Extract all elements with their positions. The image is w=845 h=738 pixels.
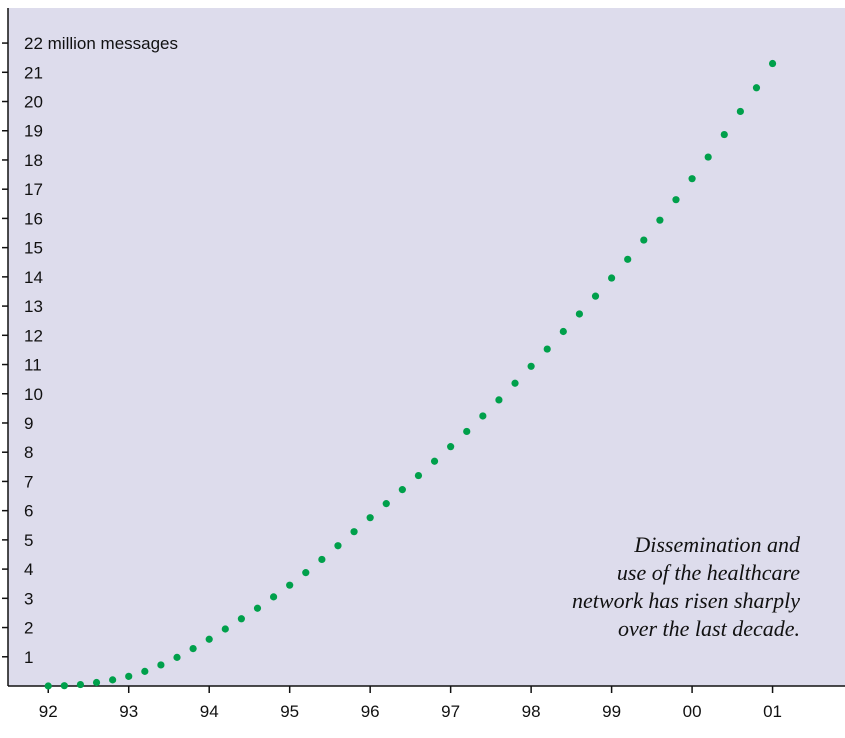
x-tick-label: 92 [39, 702, 58, 721]
data-point [334, 542, 342, 550]
x-tick-label: 93 [119, 702, 138, 721]
y-tick-label: 19 [24, 122, 43, 141]
y-tick-label: 1 [24, 648, 33, 667]
y-tick-label: 3 [24, 589, 33, 608]
annotation-line-4: over the last decade. [618, 616, 800, 641]
data-point [221, 625, 229, 633]
x-tick-label: 94 [200, 702, 219, 721]
data-point [527, 362, 535, 370]
y-tick-label: 8 [24, 443, 33, 462]
y-tick-label: 4 [24, 560, 33, 579]
data-point [479, 412, 487, 420]
data-point [76, 680, 85, 689]
annotation-line-3: network has risen sharply [572, 588, 800, 613]
y-tick-label: 22 million messages [24, 34, 178, 53]
y-tick-label: 12 [24, 326, 43, 345]
data-point [752, 84, 761, 92]
y-tick-label: 10 [24, 385, 43, 404]
data-point [430, 457, 439, 465]
y-tick-label: 18 [24, 151, 43, 170]
data-point [366, 514, 374, 522]
data-point [414, 471, 423, 480]
data-point [704, 153, 712, 161]
y-tick-label: 5 [24, 531, 33, 550]
data-point [205, 635, 213, 643]
y-tick-label: 7 [24, 472, 33, 491]
data-point [60, 682, 68, 690]
y-tick-label: 6 [24, 502, 33, 521]
data-point [173, 653, 181, 661]
x-tick-label: 97 [441, 702, 460, 721]
x-tick-label: 99 [602, 702, 621, 721]
data-point [109, 676, 117, 684]
x-tick-label: 95 [280, 702, 299, 721]
data-point [302, 569, 310, 577]
data-point [157, 661, 165, 669]
data-point [591, 292, 600, 300]
data-point [720, 130, 728, 139]
data-point [624, 255, 632, 263]
data-point [575, 310, 584, 318]
data-point [237, 615, 245, 623]
data-point [608, 274, 616, 282]
data-point [125, 672, 133, 680]
annotation-line-1: Dissemination and [633, 532, 801, 557]
data-point [656, 216, 664, 224]
y-tick-label: 16 [24, 209, 43, 228]
data-point [495, 396, 503, 404]
y-tick-label: 14 [24, 268, 43, 287]
data-point [382, 500, 390, 508]
y-tick-label: 11 [24, 356, 42, 375]
data-point [92, 678, 101, 687]
data-point [253, 604, 262, 612]
y-tick-label: 15 [24, 239, 43, 258]
y-tick-label: 13 [24, 297, 43, 316]
y-tick-label: 9 [24, 414, 33, 433]
plot-area [8, 8, 845, 686]
data-point [286, 581, 294, 589]
data-point [768, 59, 777, 68]
data-point [672, 196, 680, 204]
data-point [269, 593, 278, 601]
x-tick-label: 96 [361, 702, 380, 721]
data-point [141, 667, 149, 675]
data-point [398, 486, 406, 494]
data-point [688, 175, 696, 183]
data-point [463, 427, 471, 436]
data-point [189, 644, 197, 653]
x-tick-label: 00 [683, 702, 702, 721]
data-point [447, 443, 455, 451]
annotation-line-2: use of the healthcare [617, 560, 800, 585]
data-point [736, 107, 744, 116]
y-tick-label: 21 [24, 63, 43, 82]
data-point [350, 528, 358, 536]
data-point [44, 682, 52, 690]
x-axis-ticks: 92 93 94 95 96 97 98 99 00 01 [39, 686, 782, 721]
x-tick-label: 01 [763, 702, 782, 721]
y-tick-label: 17 [24, 180, 43, 199]
data-point [543, 345, 551, 353]
y-tick-label: 20 [24, 93, 43, 112]
data-point [559, 327, 567, 336]
data-point [640, 236, 648, 244]
data-point [511, 379, 519, 387]
x-tick-label: 98 [522, 702, 541, 721]
data-point [318, 555, 326, 564]
data-series [44, 59, 777, 690]
y-tick-label: 2 [24, 619, 33, 638]
